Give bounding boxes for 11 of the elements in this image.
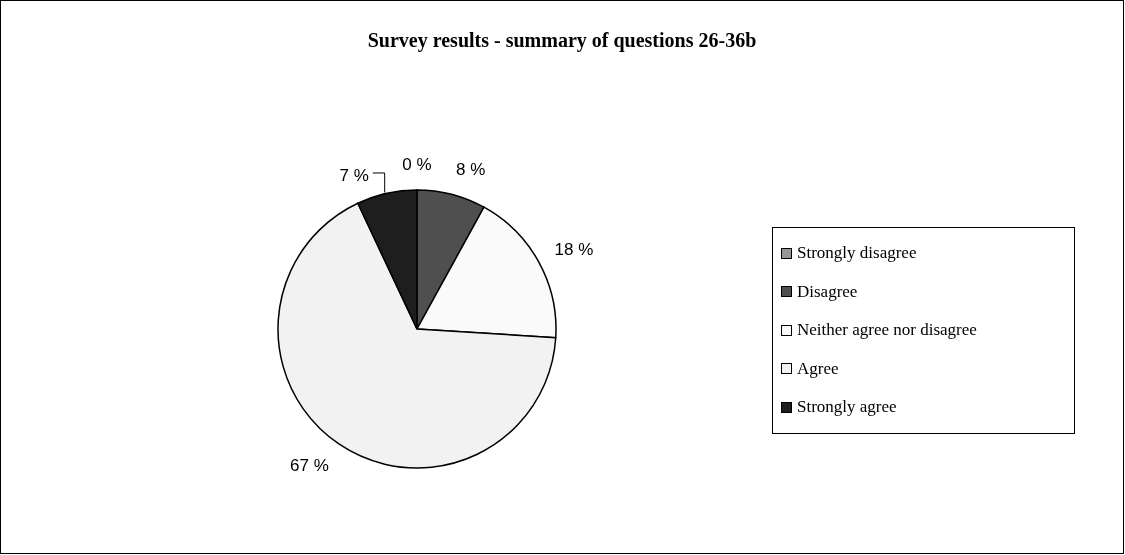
legend-label: Neither agree nor disagree	[797, 320, 977, 341]
data-label: 18 %	[554, 240, 594, 260]
text: 0 %	[402, 154, 432, 174]
legend-label: Strongly agree	[797, 397, 897, 418]
legend-label: Strongly disagree	[797, 243, 917, 264]
chart-title: Survey results - summary of questions 26-36b	[366, 29, 758, 52]
legend-label: Disagree	[797, 281, 858, 302]
data-label: 67 %	[290, 455, 329, 475]
data-label: 7 %	[339, 166, 369, 186]
legend-label: Agree	[797, 358, 839, 379]
data-label: 8 %	[456, 159, 486, 179]
